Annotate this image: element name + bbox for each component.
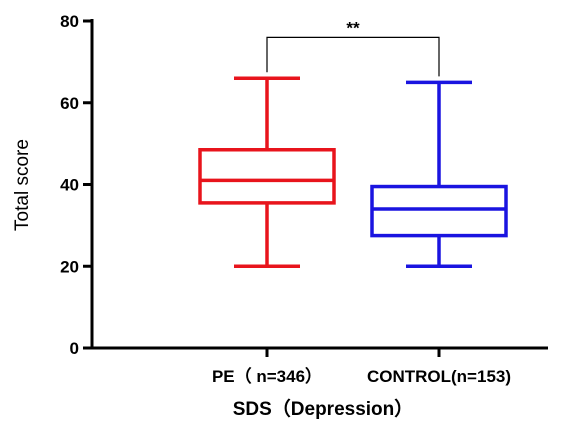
boxes [198,76,508,268]
y-tick-label: 0 [70,339,79,358]
significance-bracket [266,36,440,77]
x-category-label: CONTROL(n=153) [367,367,511,386]
iqr-box [198,148,336,205]
x-category-label: PE（ n=346） [212,366,322,386]
axes: 0 20 40 60 80 PE（ n=346） CONTROL(n=153) [60,12,548,386]
significance-label: ** [346,18,360,37]
y-axis-title: Total score [12,139,33,231]
y-tick-label: 20 [60,257,79,276]
significance-annotation: ** [266,18,440,77]
iqr-box [370,184,508,238]
y-tick-label: 80 [60,12,79,31]
x-axis-title: SDS（Depression） [233,397,414,420]
box-group [370,80,508,268]
y-tick-label: 40 [60,176,79,195]
y-tick-label: 60 [60,94,79,113]
box-group [198,76,336,268]
